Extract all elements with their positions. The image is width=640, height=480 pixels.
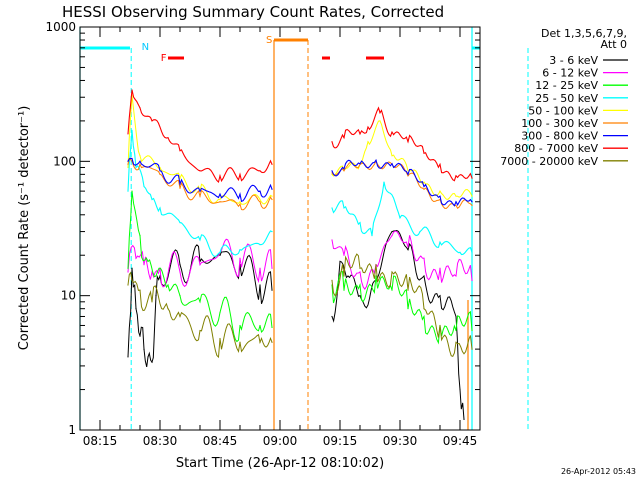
series-line-800-7000-kev (331, 106, 473, 182)
series-line-3-6-kev (331, 229, 465, 420)
series-line-300-800-kev (331, 158, 473, 207)
x-tick-label: 08:30 (143, 434, 178, 448)
series-line-800-7000-kev (127, 89, 273, 184)
x-axis-label: Start Time (26-Apr-12 08:10:02) (176, 456, 384, 471)
x-tick-label: 09:45 (443, 434, 478, 448)
series-line-7000-20000-kev (127, 271, 273, 359)
legend-label: 50 - 100 keV (528, 104, 598, 117)
flag-label-n: N (142, 42, 149, 53)
chart-title: HESSI Observing Summary Count Rates, Cor… (62, 3, 444, 21)
series-line-3-6-kev (127, 244, 273, 368)
x-tick-label: 09:00 (263, 434, 298, 448)
flag-label-f: F (161, 53, 167, 64)
series-line-12-25-kev (127, 191, 273, 343)
x-tick-label: 09:30 (383, 434, 418, 448)
y-tick-label: 1000 (45, 20, 76, 34)
y-tick-label: 1 (68, 423, 76, 437)
series-line-6-12-kev (331, 230, 473, 290)
legend-title: Det 1,3,5,6,7,9, (541, 27, 627, 40)
y-tick-label: 10 (61, 289, 76, 303)
y-axis-label: Corrected Count Rate (s⁻¹ detector⁻¹) (17, 106, 32, 351)
legend-title: Att 0 (601, 38, 627, 51)
legend-label: 25 - 50 keV (535, 92, 598, 105)
series-line-25-50-kev (127, 130, 273, 257)
series-line-50-100-kev (331, 120, 473, 200)
generation-timestamp: 26-Apr-2012 05:43 (561, 467, 636, 476)
legend-label: 100 - 300 keV (521, 117, 598, 130)
legend-label: 12 - 25 keV (535, 79, 598, 92)
x-tick-label: 08:15 (83, 434, 118, 448)
y-tick-label: 100 (53, 154, 76, 168)
flag-label-s: S (266, 35, 272, 46)
x-tick-label: 09:15 (323, 434, 358, 448)
legend-label: 7000 - 20000 keV (500, 155, 598, 168)
series-line-12-25-kev (331, 271, 473, 345)
series-line-100-300-kev (127, 158, 273, 211)
series-line-6-12-kev (127, 238, 273, 288)
series-line-300-800-kev (127, 157, 273, 203)
series-line-7000-20000-kev (331, 253, 473, 358)
x-tick-label: 08:45 (203, 434, 238, 448)
series-line-25-50-kev (331, 181, 473, 256)
legend-label: 800 - 7000 keV (514, 142, 598, 155)
legend-label: 3 - 6 keV (549, 54, 598, 67)
legend-label: 6 - 12 keV (542, 67, 598, 80)
legend-label: 300 - 800 keV (521, 130, 598, 143)
